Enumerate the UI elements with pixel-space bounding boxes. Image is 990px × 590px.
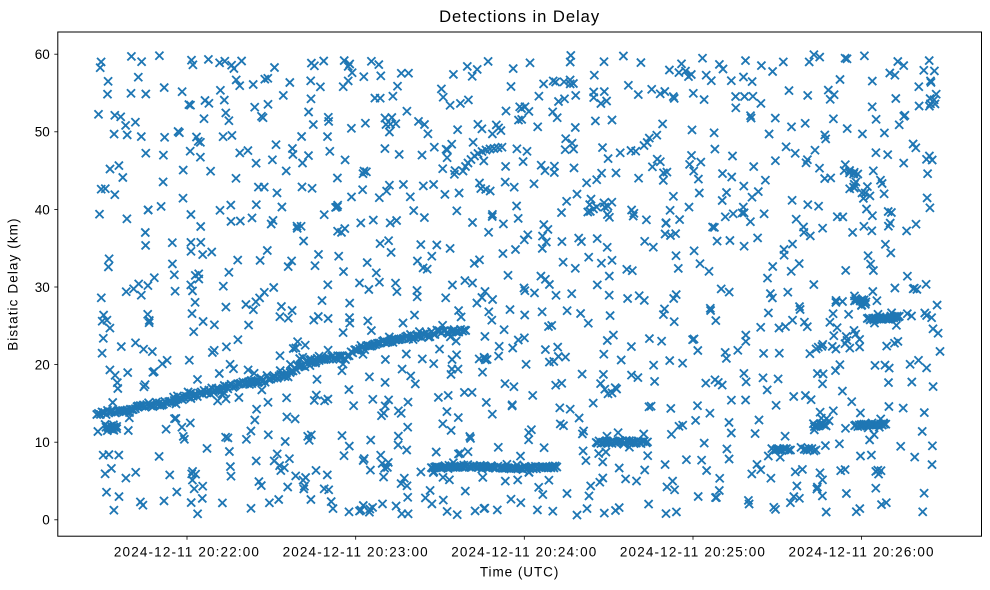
svg-text:Time (UTC): Time (UTC) xyxy=(480,564,560,579)
svg-text:60: 60 xyxy=(35,47,50,62)
svg-text:2024-12-11 20:26:00: 2024-12-11 20:26:00 xyxy=(788,544,934,559)
svg-text:Bistatic Delay (km): Bistatic Delay (km) xyxy=(6,217,21,350)
svg-text:2024-12-11 20:22:00: 2024-12-11 20:22:00 xyxy=(114,544,260,559)
svg-text:Detections in Delay: Detections in Delay xyxy=(439,7,600,26)
svg-text:2024-12-11 20:25:00: 2024-12-11 20:25:00 xyxy=(620,544,766,559)
svg-text:30: 30 xyxy=(35,280,50,295)
svg-text:20: 20 xyxy=(35,358,50,373)
svg-text:10: 10 xyxy=(35,435,50,450)
svg-text:2024-12-11 20:24:00: 2024-12-11 20:24:00 xyxy=(451,544,597,559)
svg-text:40: 40 xyxy=(35,202,50,217)
svg-text:0: 0 xyxy=(42,513,50,528)
svg-text:50: 50 xyxy=(35,125,50,140)
svg-text:2024-12-11 20:23:00: 2024-12-11 20:23:00 xyxy=(283,544,429,559)
